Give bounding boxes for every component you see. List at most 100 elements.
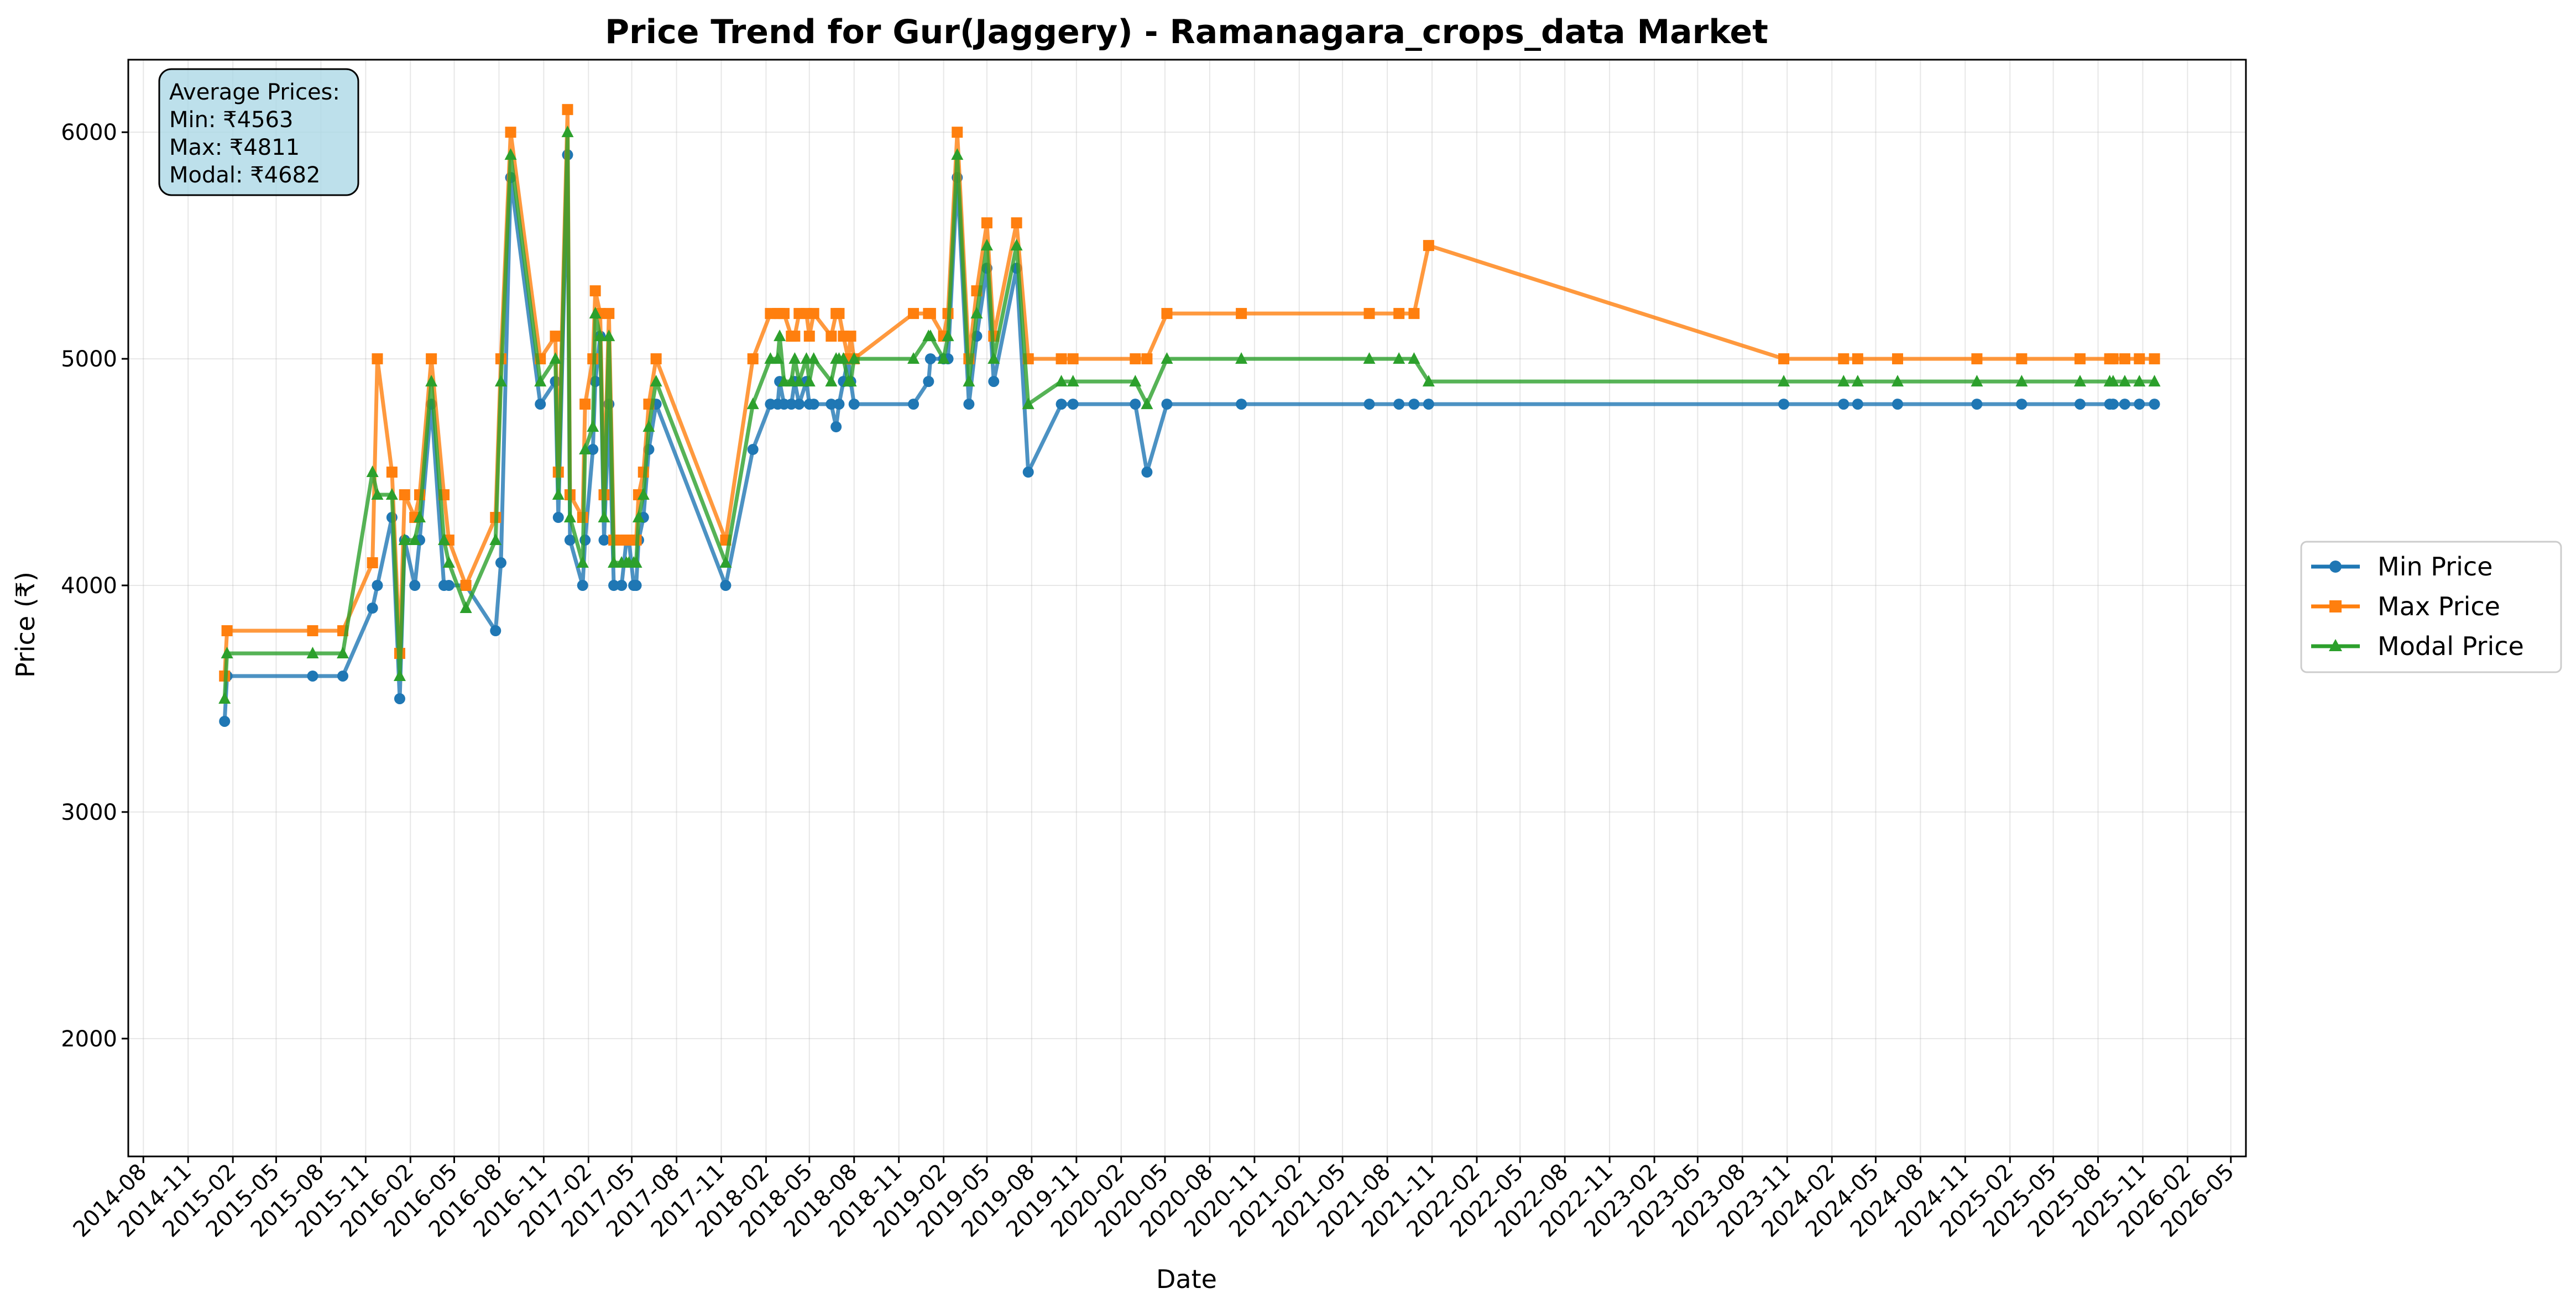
data-point-min-price (598, 535, 610, 546)
data-point-modal-price (2148, 375, 2161, 387)
legend-label-modal-price: Modal Price (2378, 631, 2524, 661)
data-point-max-price (1852, 353, 1863, 365)
data-point-max-price (808, 308, 819, 320)
data-point-max-price (650, 353, 662, 365)
data-point-modal-price (552, 488, 565, 500)
data-point-modal-price (785, 375, 798, 387)
data-point-modal-price (1422, 375, 1435, 387)
data-point-max-price (2016, 353, 2028, 365)
data-point-modal-price (438, 533, 451, 546)
data-point-max-price (908, 308, 919, 320)
data-point-modal-price (594, 329, 607, 342)
data-point-modal-price (489, 533, 502, 546)
data-point-max-price (1130, 353, 1141, 365)
data-point-modal-price (924, 329, 937, 342)
data-point-modal-price (385, 488, 398, 500)
data-point-max-price (1141, 353, 1153, 365)
data-point-modal-price (1971, 375, 1983, 387)
data-point-max-price (1408, 308, 1420, 320)
data-point-min-price (1971, 399, 1983, 410)
data-point-max-price (833, 308, 845, 320)
data-point-min-price (2074, 399, 2086, 410)
data-point-modal-price (970, 307, 983, 319)
data-point-max-price (579, 399, 591, 410)
data-point-min-price (587, 444, 599, 455)
grid (128, 60, 2246, 1156)
data-point-modal-price (371, 488, 384, 500)
data-point-max-price (803, 331, 815, 342)
legend-entry-max-price: Max Price (2311, 591, 2500, 621)
data-point-modal-price (774, 329, 786, 342)
data-point-min-price (825, 399, 837, 410)
data-point-min-price (1056, 399, 1067, 410)
data-point-max-price (399, 489, 410, 501)
data-point-min-price (2016, 399, 2028, 410)
legend-marker-max-price (2329, 600, 2342, 612)
data-point-modal-price (587, 420, 599, 432)
data-point-max-price (1838, 353, 1849, 365)
y-tick-label: 5000 (61, 347, 117, 372)
data-point-modal-price (414, 511, 426, 523)
data-point-min-price (564, 535, 576, 546)
data-point-min-price (808, 399, 819, 410)
data-point-modal-price (2073, 375, 2086, 387)
data-point-min-price (1423, 399, 1434, 410)
legend-label-min-price: Min Price (2378, 552, 2493, 582)
data-point-min-price (720, 580, 731, 591)
data-point-min-price (1852, 399, 1863, 410)
data-point-modal-price (632, 511, 645, 523)
data-point-modal-price (650, 375, 662, 387)
data-point-max-price (372, 353, 383, 365)
data-point-min-price (2107, 399, 2119, 410)
data-point-modal-price (2015, 375, 2028, 387)
data-point-max-price (2074, 353, 2086, 365)
data-point-modal-price (951, 148, 964, 160)
data-point-min-price (1363, 399, 1375, 410)
annotation-line-max: Max: ₹4811 (169, 135, 300, 160)
data-point-min-price (616, 580, 628, 591)
data-point-modal-price (1891, 375, 1904, 387)
annotation-box (158, 68, 359, 196)
chart-title: Price Trend for Gur(Jaggery) - Ramanagar… (605, 13, 1768, 51)
data-point-modal-price (642, 420, 655, 432)
data-point-min-price (394, 693, 405, 704)
data-point-modal-price (844, 375, 857, 387)
data-point-min-price (1067, 399, 1079, 410)
data-point-modal-price (549, 352, 562, 364)
data-point-min-price (1778, 399, 1790, 410)
data-point-modal-price (630, 556, 642, 568)
data-point-min-price (848, 399, 860, 410)
data-point-max-price (825, 331, 837, 342)
data-point-modal-price (306, 646, 319, 658)
data-point-max-price (778, 308, 790, 320)
data-point-modal-price (907, 352, 920, 364)
series-modal-price (218, 125, 2161, 704)
ticks: 200030004000500060002014-082014-112015-0… (61, 120, 2239, 1242)
data-point-max-price (307, 625, 318, 636)
data-point-modal-price (608, 556, 620, 568)
data-point-modal-price (1129, 375, 1142, 387)
y-axis-label: Price (₹) (11, 572, 40, 678)
data-point-max-price (367, 557, 378, 569)
data-point-modal-price (848, 352, 860, 364)
data-point-modal-price (2107, 375, 2119, 387)
data-point-modal-price (221, 646, 233, 658)
data-point-max-price (2134, 353, 2145, 365)
data-point-modal-price (963, 375, 975, 387)
annotation-line-modal: Modal: ₹4682 (169, 163, 320, 188)
data-point-modal-price (719, 556, 732, 568)
data-point-max-price (550, 331, 561, 342)
data-point-min-price (786, 399, 797, 410)
data-point-modal-price (980, 239, 993, 251)
legend-entry-modal-price: Modal Price (2311, 631, 2524, 661)
data-point-modal-price (825, 375, 838, 387)
data-point-modal-price (1235, 352, 1248, 364)
data-point-max-price (1892, 353, 1904, 365)
data-point-modal-price (637, 488, 650, 500)
legend-marker-modal-price (2329, 639, 2342, 651)
data-point-modal-price (459, 601, 472, 613)
data-point-max-price (952, 127, 963, 138)
legend-label-max-price: Max Price (2378, 591, 2500, 621)
data-point-max-price (789, 331, 801, 342)
data-point-modal-price (494, 375, 507, 387)
